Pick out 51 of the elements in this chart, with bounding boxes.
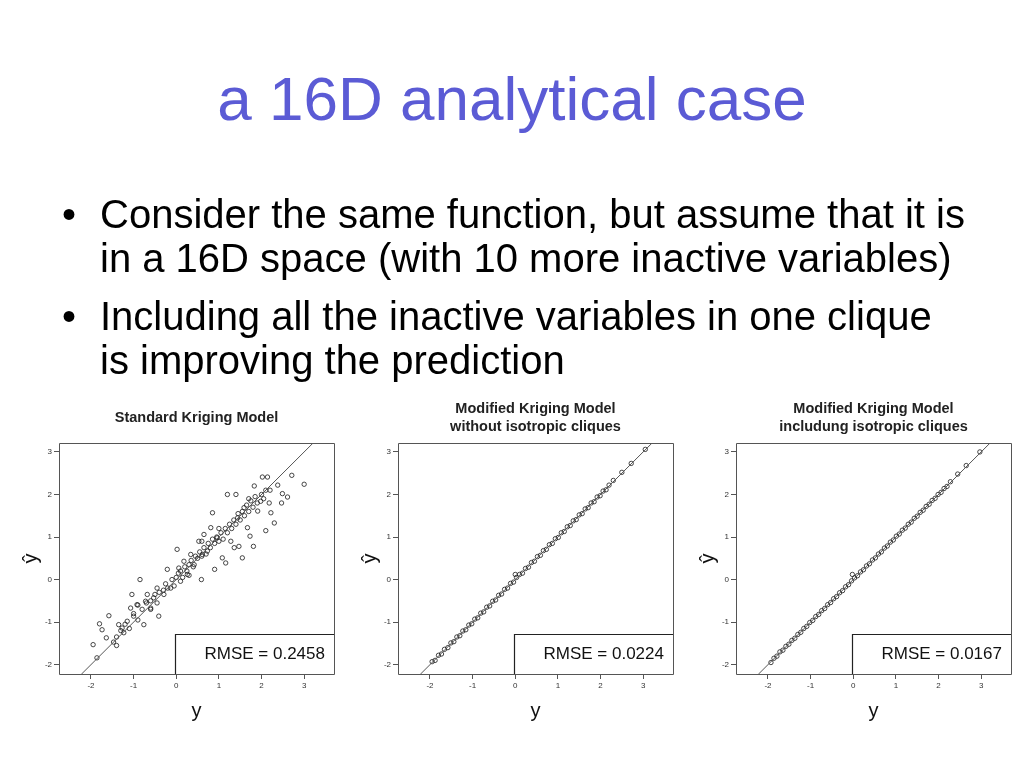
x-axis-title: y bbox=[530, 698, 541, 721]
y-tick-label: 0 bbox=[47, 574, 53, 584]
y-tick-label: 1 bbox=[386, 532, 392, 542]
annotation: RMSE = 0.2458 bbox=[204, 643, 325, 663]
x-tick-label: -2 bbox=[764, 681, 773, 690]
y-axis-title: ŷ bbox=[18, 553, 41, 564]
y-tick-label: 2 bbox=[386, 489, 392, 499]
text: • Consider the same function, but assume that it is in a 16D space (with 10 more inactive variables) bbox=[62, 192, 966, 280]
y-tick-label: 1 bbox=[724, 532, 730, 542]
x-axis-title: y bbox=[191, 698, 202, 721]
chart-title: Standard Kriging Model bbox=[114, 409, 279, 425]
x-axis-title: y bbox=[868, 698, 879, 721]
x-tick-label: 3 bbox=[301, 681, 307, 690]
y-tick-label: 0 bbox=[724, 574, 730, 584]
x-tick-label: -1 bbox=[130, 681, 138, 690]
x-tick-label: -1 bbox=[807, 681, 815, 690]
x-tick-label: 0 bbox=[851, 681, 857, 690]
chart-title: Modified Kriging Model includung isotropic cliques bbox=[779, 400, 968, 434]
y-tick-label: -1 bbox=[44, 617, 53, 627]
y-tick-label: 1 bbox=[47, 532, 53, 542]
x-tick-label: 2 bbox=[598, 681, 604, 690]
x-tick-label: 2 bbox=[936, 681, 942, 690]
x-tick-label: 1 bbox=[555, 681, 561, 690]
y-tick-label: 2 bbox=[724, 489, 730, 499]
y-tick-label: 3 bbox=[47, 447, 53, 457]
y-tick-label: 2 bbox=[47, 489, 53, 499]
x-tick-label: -2 bbox=[426, 681, 435, 690]
y-tick-label: -1 bbox=[721, 617, 730, 627]
y-axis-title: ŷ bbox=[695, 553, 718, 564]
x-tick-label: -2 bbox=[87, 681, 96, 690]
x-tick-label: 2 bbox=[259, 681, 265, 690]
x-tick-label: 0 bbox=[174, 681, 180, 690]
y-tick-label: -2 bbox=[721, 659, 730, 669]
text: a 16D analytical case bbox=[216, 64, 808, 133]
text: • Including all the inactive variables in one clique is improving the prediction bbox=[62, 294, 933, 382]
y-axis-title: ŷ bbox=[357, 553, 380, 564]
y-tick-label: 3 bbox=[724, 447, 730, 457]
x-tick-label: -1 bbox=[469, 681, 477, 690]
y-tick-label: -1 bbox=[383, 617, 392, 627]
x-tick-label: 3 bbox=[640, 681, 646, 690]
annotation: RMSE = 0.0224 bbox=[543, 643, 664, 663]
x-tick-label: 3 bbox=[978, 681, 984, 690]
x-tick-label: 1 bbox=[216, 681, 222, 690]
y-tick-label: -2 bbox=[383, 659, 392, 669]
y-tick-label: 3 bbox=[386, 447, 392, 457]
chart-title: Modified Kriging Model without isotropic cliques bbox=[449, 400, 621, 434]
annotation: RMSE = 0.0167 bbox=[881, 643, 1002, 663]
y-tick-label: -2 bbox=[44, 659, 53, 669]
x-tick-label: 1 bbox=[893, 681, 899, 690]
x-tick-label: 0 bbox=[513, 681, 519, 690]
y-tick-label: 0 bbox=[386, 574, 392, 584]
